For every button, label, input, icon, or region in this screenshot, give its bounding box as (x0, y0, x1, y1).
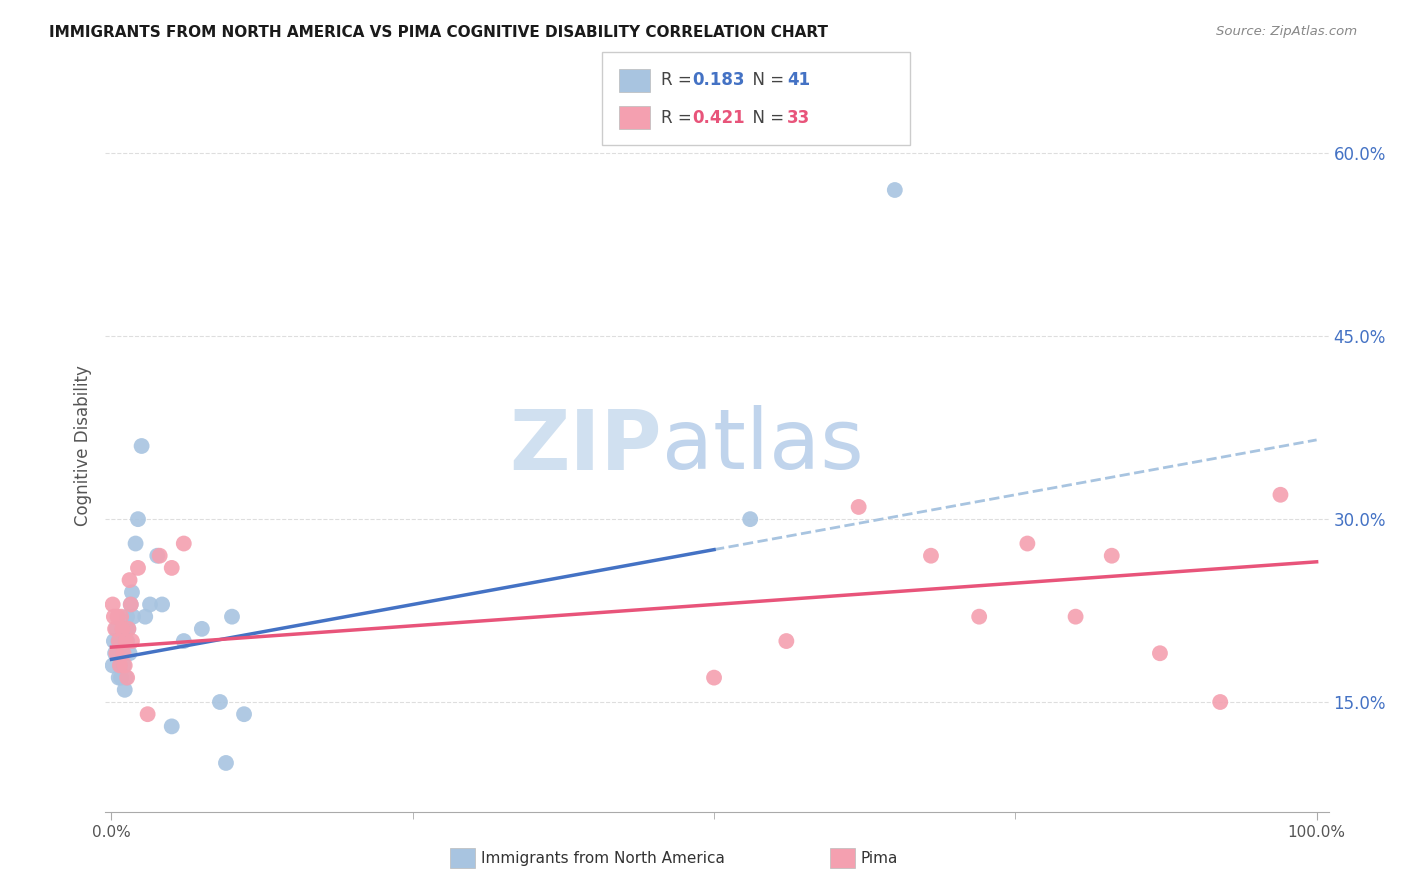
Point (221, 609, 243, 624)
Point (105, 646, 128, 660)
Point (118, 573, 141, 587)
Point (775, 634, 797, 648)
Point (101, 658, 124, 673)
Point (108, 646, 131, 660)
Point (1270, 488, 1292, 502)
Point (1064, 609, 1087, 624)
Point (121, 634, 143, 648)
Point (114, 634, 136, 648)
Point (101, 598, 124, 612)
Point (131, 439, 153, 453)
Point (191, 622, 214, 636)
Point (120, 598, 142, 612)
Point (110, 609, 132, 624)
Point (112, 646, 135, 660)
Text: Pima: Pima (860, 851, 898, 865)
Point (139, 598, 162, 612)
Point (1149, 646, 1171, 660)
Point (104, 622, 127, 636)
Point (740, 512, 762, 526)
Point (173, 536, 195, 550)
Text: N =: N = (742, 71, 790, 89)
Point (115, 634, 138, 648)
Point (146, 549, 169, 563)
Point (115, 609, 138, 624)
Point (233, 707, 256, 722)
Y-axis label: Cognitive Disability: Cognitive Disability (73, 366, 91, 526)
Text: 0.183: 0.183 (692, 71, 744, 89)
Point (117, 622, 139, 636)
Text: R =: R = (661, 71, 697, 89)
Point (107, 634, 129, 648)
Point (124, 536, 146, 550)
Point (173, 634, 195, 648)
Point (208, 695, 231, 709)
Point (115, 622, 138, 636)
Text: IMMIGRANTS FROM NORTH AMERICA VS PIMA COGNITIVE DISABILITY CORRELATION CHART: IMMIGRANTS FROM NORTH AMERICA VS PIMA CO… (49, 25, 828, 40)
Text: Immigrants from North America: Immigrants from North America (481, 851, 724, 865)
Text: Source: ZipAtlas.com: Source: ZipAtlas.com (1216, 25, 1357, 38)
Point (703, 671, 725, 685)
Point (115, 634, 138, 648)
Point (121, 585, 143, 599)
Point (149, 549, 172, 563)
Point (120, 598, 142, 612)
Point (105, 622, 128, 636)
Point (110, 634, 132, 648)
Point (127, 512, 149, 526)
Point (111, 646, 134, 660)
Point (122, 609, 145, 624)
Point (118, 646, 141, 660)
Point (117, 622, 139, 636)
Point (107, 671, 129, 685)
Text: N =: N = (742, 109, 790, 127)
Point (104, 646, 127, 660)
Point (150, 598, 173, 612)
Point (848, 500, 870, 514)
Point (136, 707, 159, 722)
Point (967, 609, 990, 624)
Point (112, 622, 135, 636)
Text: R =: R = (661, 109, 697, 127)
Point (114, 682, 136, 697)
Point (115, 671, 138, 685)
Point (107, 634, 129, 648)
Point (107, 609, 129, 624)
Text: 0.421: 0.421 (692, 109, 744, 127)
Point (1209, 695, 1232, 709)
Point (920, 549, 942, 563)
Point (883, 183, 905, 197)
Point (111, 622, 134, 636)
Point (112, 658, 135, 673)
Text: ZIP: ZIP (509, 406, 662, 486)
Point (160, 561, 183, 575)
Point (108, 658, 131, 673)
Point (215, 756, 238, 770)
Text: 33: 33 (787, 109, 811, 127)
Point (108, 658, 131, 673)
Point (1017, 536, 1039, 550)
Point (107, 646, 129, 660)
Point (160, 719, 183, 733)
Text: atlas: atlas (662, 406, 863, 486)
Point (115, 671, 138, 685)
Point (103, 609, 125, 624)
Text: 41: 41 (787, 71, 810, 89)
Point (114, 658, 136, 673)
Point (1101, 549, 1123, 563)
Point (110, 671, 132, 685)
Point (103, 634, 125, 648)
Point (127, 561, 149, 575)
Point (134, 609, 156, 624)
